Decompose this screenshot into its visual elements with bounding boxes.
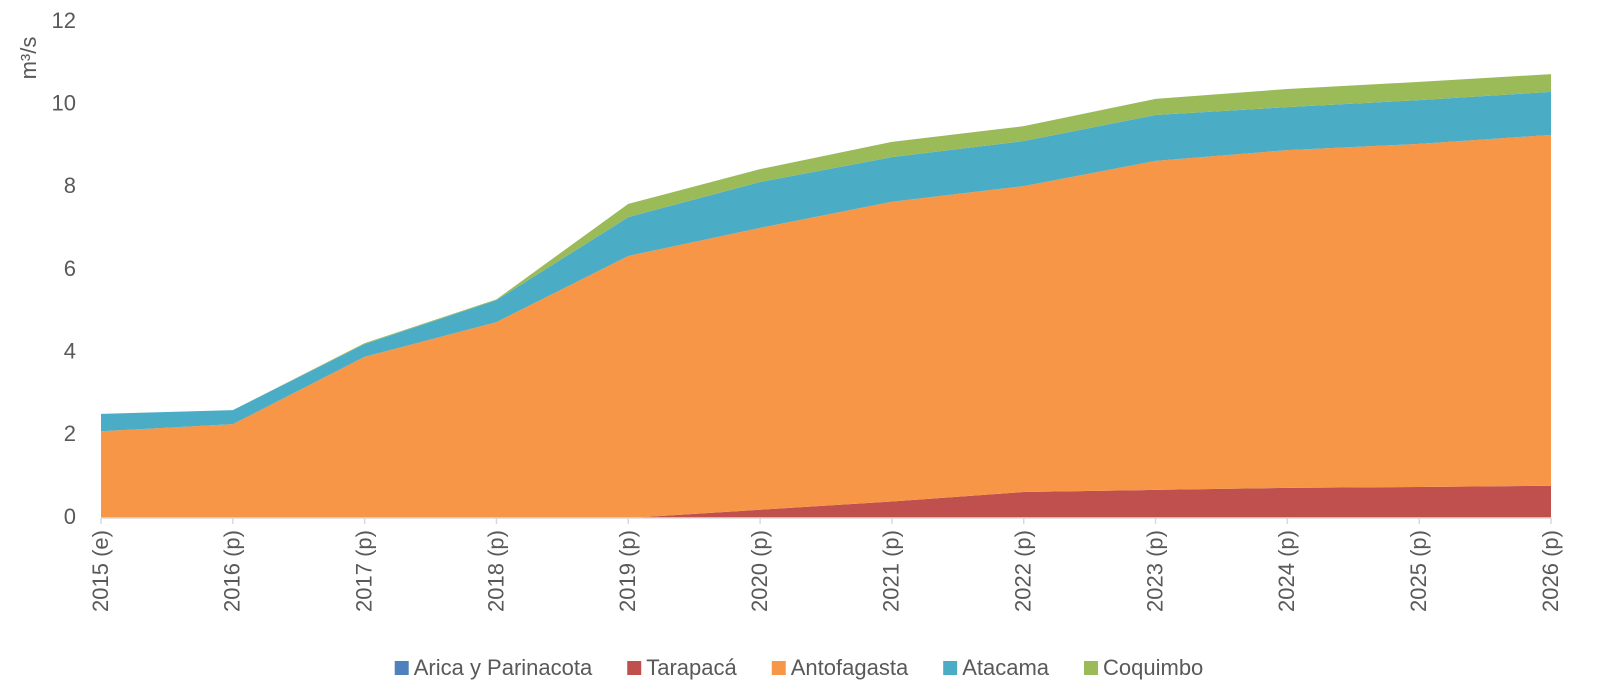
x-tick-label: 2019 (p) [615,530,640,612]
x-tick-label: 2026 (p) [1538,530,1563,612]
legend-label: Arica y Parinacota [414,655,593,680]
area [101,485,1551,518]
area [101,91,1551,432]
x-tick-label: 2016 (p) [220,530,245,612]
legend-label: Antofagasta [791,655,909,680]
y-tick-label: 8 [64,173,76,198]
x-tick-label: 2025 (p) [1406,530,1431,612]
y-tick-label: 10 [52,90,76,115]
y-tick-label: 4 [64,338,76,363]
x-tick-label: 2015 (e) [88,530,113,612]
y-tick-label: 12 [52,8,76,33]
legend-swatch [1084,661,1099,675]
x-tick-label: 2017 (p) [351,530,376,612]
legend-label: Tarapacá [646,655,737,680]
y-tick-label: 0 [64,504,76,529]
legend-swatch [943,661,958,675]
legend-label: Atacama [962,655,1050,680]
y-axis-label: m³/s [16,37,41,80]
x-tick-label: 2024 (p) [1274,530,1299,612]
legend-label: Coquimbo [1103,655,1203,680]
legend-swatch [771,661,786,675]
x-tick-label: 2021 (p) [879,530,904,612]
legend-swatch [627,661,642,675]
y-tick-label: 2 [64,421,76,446]
area [101,134,1551,518]
x-tick-label: 2022 (p) [1011,530,1036,612]
x-tick-label: 2020 (p) [747,530,772,612]
legend-swatch [394,661,409,675]
y-tick-label: 6 [64,256,76,281]
x-tick-label: 2023 (p) [1142,530,1167,612]
x-tick-label: 2018 (p) [483,530,508,612]
